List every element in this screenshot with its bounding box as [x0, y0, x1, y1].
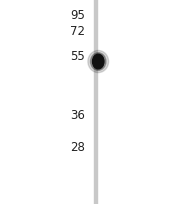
Text: 55: 55	[70, 50, 85, 63]
Ellipse shape	[88, 51, 109, 73]
Text: 36: 36	[70, 109, 85, 122]
Ellipse shape	[93, 55, 104, 70]
Bar	[94, 0, 97, 204]
Text: 28: 28	[70, 140, 85, 153]
Ellipse shape	[90, 53, 106, 71]
Text: 95: 95	[70, 9, 85, 22]
Text: 72: 72	[70, 25, 85, 38]
